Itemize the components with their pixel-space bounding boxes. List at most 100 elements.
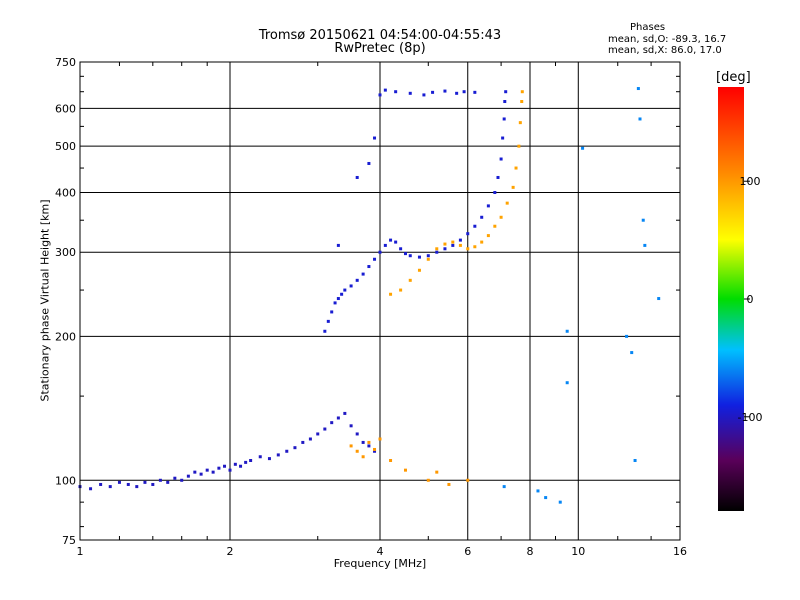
data-point: [443, 89, 447, 93]
data-point: [466, 232, 470, 236]
data-point: [641, 218, 645, 222]
data-point: [367, 161, 371, 165]
data-point: [249, 458, 253, 462]
x-tick-label: 2: [227, 545, 234, 558]
data-point: [426, 257, 430, 261]
y-axis-ticks: 75 100 200 300 400 500 600 750: [55, 56, 680, 547]
data-point: [422, 93, 426, 97]
colorbar-tick-label: -100: [738, 411, 763, 424]
data-point: [217, 466, 221, 470]
data-point: [403, 468, 407, 472]
data-point: [340, 292, 344, 296]
y-tick-label: 750: [55, 56, 76, 69]
phase-x-value: 86.0, 17.0: [670, 45, 722, 56]
colorbar: [718, 87, 744, 511]
data-point: [180, 478, 184, 482]
data-point: [638, 117, 642, 121]
data-point: [330, 421, 334, 425]
data-point: [426, 254, 430, 258]
data-point: [514, 166, 518, 170]
data-point: [451, 240, 455, 244]
data-point: [301, 440, 305, 444]
y-tick-label: 600: [55, 102, 76, 115]
data-point: [361, 455, 365, 459]
data-point: [473, 90, 477, 94]
data-point: [349, 444, 353, 448]
data-point: [158, 478, 162, 482]
data-point: [403, 252, 407, 256]
data-point: [458, 238, 462, 242]
data-point: [343, 288, 347, 292]
data-point: [408, 278, 412, 282]
data-point: [394, 90, 398, 94]
data-point: [143, 480, 147, 484]
data-point: [505, 201, 509, 205]
data-point: [267, 457, 271, 461]
data-point: [435, 247, 439, 251]
x-tick-label: 10: [571, 545, 585, 558]
colorbar-tick-label: 100: [740, 175, 761, 188]
data-point: [355, 175, 359, 179]
data-point: [443, 242, 447, 246]
data-point: [135, 485, 139, 489]
data-point: [504, 90, 508, 94]
phase-x-stats: mean, sd,X: 86.0, 17.0: [608, 45, 722, 56]
data-point: [486, 204, 490, 208]
data-point: [480, 215, 484, 219]
x-tick-label: 4: [377, 545, 384, 558]
data-point: [493, 224, 497, 228]
data-point: [389, 238, 393, 242]
data-point: [517, 144, 521, 148]
data-point: [462, 90, 466, 94]
data-point: [399, 288, 403, 292]
data-point: [258, 455, 262, 459]
data-points: [78, 87, 661, 504]
data-point: [435, 470, 439, 474]
data-point: [458, 243, 462, 247]
data-point: [205, 468, 209, 472]
data-point: [99, 482, 103, 486]
data-point: [316, 432, 320, 436]
phases-heading: Phases: [630, 22, 666, 33]
data-point: [373, 136, 377, 140]
data-point: [466, 247, 470, 251]
data-point: [336, 416, 340, 420]
data-point: [493, 190, 497, 194]
data-point: [435, 250, 439, 254]
data-point: [447, 482, 451, 486]
y-tick-label: 300: [55, 246, 76, 259]
data-point: [336, 243, 340, 247]
data-point: [355, 278, 359, 282]
data-point: [293, 446, 297, 450]
x-tick-label: 8: [527, 545, 534, 558]
data-point: [473, 224, 477, 228]
data-point: [233, 462, 237, 466]
data-point: [408, 91, 412, 95]
phase-x-label: mean, sd,X:: [608, 45, 668, 56]
x-tick-label: 1: [77, 545, 84, 558]
data-point: [536, 489, 540, 493]
data-point: [199, 472, 203, 476]
colorbar-ticks: 100 0 -100: [738, 175, 763, 424]
data-point: [378, 437, 382, 441]
data-point: [244, 460, 248, 464]
data-point: [349, 284, 353, 288]
y-tick-label: 500: [55, 140, 76, 153]
chart-subtitle: RwPretec (8p): [334, 41, 426, 56]
y-tick-label: 100: [55, 474, 76, 487]
data-point: [520, 100, 524, 104]
data-point: [367, 265, 371, 269]
data-point: [518, 121, 522, 125]
colorbar-title: [deg]: [716, 70, 751, 85]
data-point: [443, 247, 447, 251]
data-point: [451, 243, 455, 247]
plot-frame: [79, 61, 681, 541]
data-point: [330, 310, 334, 314]
data-point: [581, 146, 585, 150]
data-point: [333, 301, 337, 305]
data-point: [383, 243, 387, 247]
y-tick-label: 400: [55, 186, 76, 199]
data-point: [496, 175, 500, 179]
data-point: [466, 478, 470, 482]
data-point: [643, 243, 647, 247]
